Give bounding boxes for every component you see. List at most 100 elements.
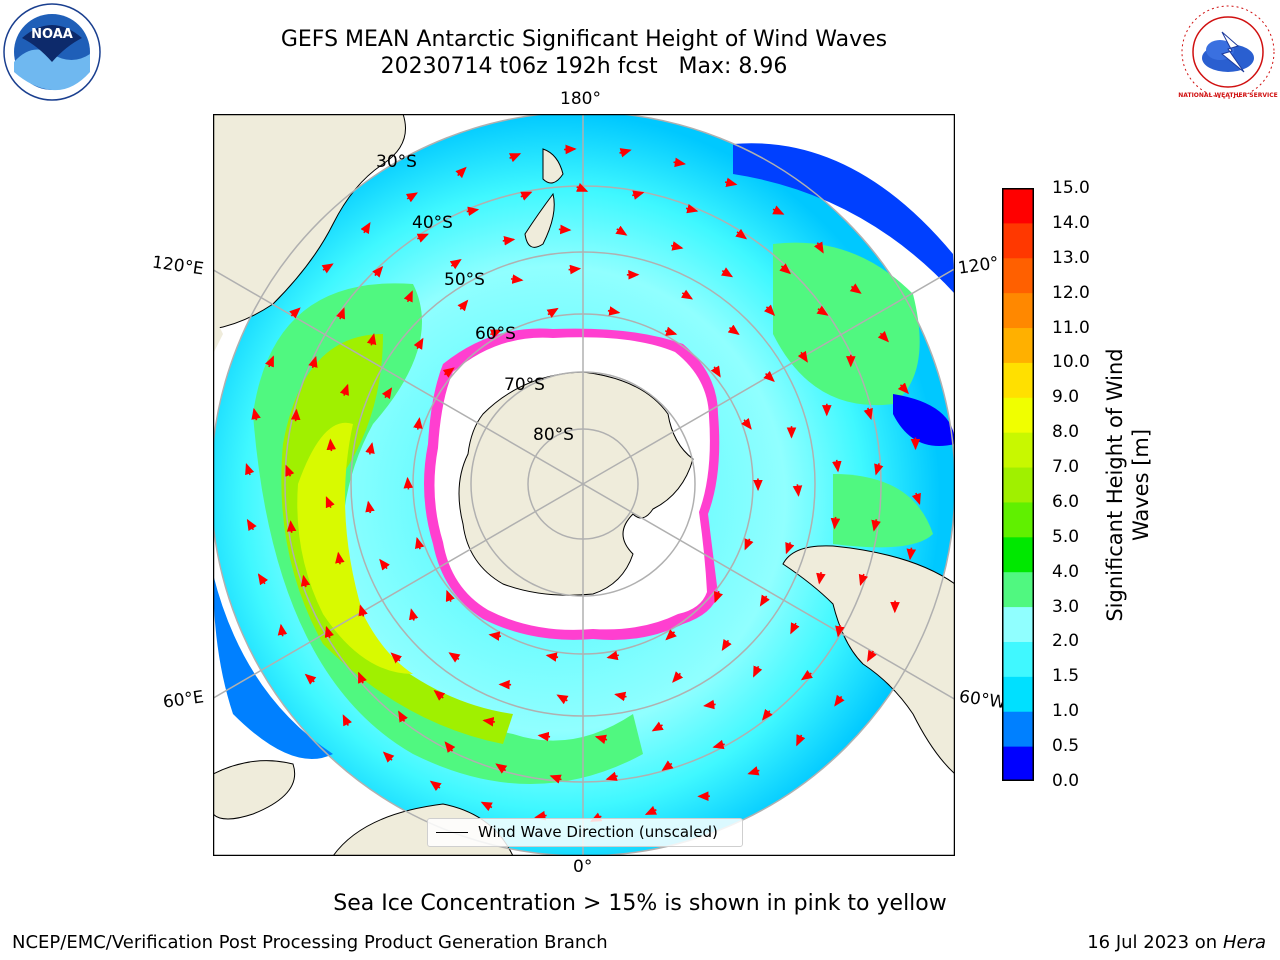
wave-arrow xyxy=(403,290,413,303)
wave-arrow xyxy=(835,624,845,638)
wave-arrow xyxy=(405,192,418,203)
wave-arrow xyxy=(382,751,395,763)
wave-arrow xyxy=(619,148,632,158)
colorbar-segment xyxy=(1002,676,1034,712)
wave-arrow xyxy=(792,484,803,497)
colorbar-segment xyxy=(1002,292,1034,329)
antarctica xyxy=(458,371,694,596)
legend-line xyxy=(436,832,468,833)
wave-arrow xyxy=(251,407,261,421)
wave-arrow xyxy=(614,691,627,702)
wave-arrow xyxy=(772,205,785,215)
wave-arrow xyxy=(897,382,909,395)
colorbar-segment xyxy=(1002,571,1034,608)
wave-arrow xyxy=(710,365,721,378)
wave-arrow xyxy=(246,518,257,532)
wave-arrow xyxy=(549,774,562,784)
wave-arrow xyxy=(779,263,792,275)
wave-arrow xyxy=(576,182,589,192)
wave-arrow xyxy=(324,625,334,639)
wave-arrow xyxy=(796,734,806,747)
lon-label-180: 180° xyxy=(560,89,601,109)
wave-arrow xyxy=(632,190,645,200)
colorbar-segment xyxy=(1002,257,1034,294)
wave-arrow xyxy=(398,710,408,723)
colorbar-tick: 6.0 xyxy=(1052,491,1080,512)
wave-arrow xyxy=(721,638,732,652)
colorbar-tick: 0.5 xyxy=(1052,736,1080,757)
wave-arrow xyxy=(326,438,337,452)
colorbar-tick: 0.0 xyxy=(1052,771,1080,791)
wave-arrow xyxy=(433,689,446,701)
wave-arrow xyxy=(911,492,921,505)
colorbar-segment xyxy=(1002,222,1034,259)
polar-map xyxy=(213,114,955,856)
wave-arrow xyxy=(813,241,824,254)
colorbar-tick: 15.0 xyxy=(1052,178,1090,198)
map-frame xyxy=(213,114,955,856)
wave-arrow xyxy=(366,333,377,346)
wave-arrow xyxy=(408,608,419,621)
wave-arrow xyxy=(449,258,462,270)
colorbar-segment xyxy=(1002,327,1034,363)
colorbar-segment xyxy=(1002,188,1034,224)
colorbar-tick: 1.5 xyxy=(1052,666,1080,687)
land-new-zealand xyxy=(524,148,564,248)
wave-arrow xyxy=(325,496,335,509)
wave-arrow xyxy=(672,671,684,683)
wave-arrow xyxy=(735,228,748,240)
wave-arrow xyxy=(644,805,658,815)
wave-arrow xyxy=(358,671,367,684)
colorbar-tick: 2.0 xyxy=(1052,631,1080,652)
wave-arrow xyxy=(605,771,618,781)
wave-arrow xyxy=(413,417,423,430)
wave-arrow xyxy=(502,236,516,246)
wave-arrow xyxy=(685,203,699,214)
lat-label-50s: 50°S xyxy=(444,270,485,290)
colorbar-tick: 13.0 xyxy=(1052,247,1090,268)
wave-arrow xyxy=(455,166,467,179)
wave-arrow xyxy=(785,542,795,555)
colorbar-tick: 8.0 xyxy=(1052,422,1080,443)
wave-arrow xyxy=(906,547,917,561)
wave-arrow xyxy=(607,306,621,316)
page-subtitle: 20230714 t06z 192h fcst Max: 8.96 xyxy=(380,54,788,79)
wave-arrow xyxy=(457,299,469,312)
wave-arrow xyxy=(416,233,429,243)
wave-arrow xyxy=(509,153,522,163)
land-west xyxy=(213,314,223,354)
wave-arrow xyxy=(257,573,269,586)
wave-arrow xyxy=(488,631,502,641)
wave-arrow xyxy=(480,801,493,812)
lat-label-40s: 40°S xyxy=(412,213,453,233)
noaa-logo-text: NOAA xyxy=(31,27,73,42)
colorbar-segment xyxy=(1002,467,1034,503)
wave-arrow xyxy=(245,463,255,476)
wave-arrow xyxy=(797,350,808,363)
wave-arrow xyxy=(665,629,677,641)
wave-arrow xyxy=(558,224,572,235)
wave-arrow xyxy=(482,717,496,727)
wave-arrow xyxy=(816,571,826,585)
wave-arrow xyxy=(762,708,773,721)
footer-machine: Hera xyxy=(1222,932,1266,953)
wave-arrow xyxy=(442,367,455,378)
wave-arrow xyxy=(466,206,480,217)
wave-arrow xyxy=(741,417,752,430)
colorbar-segment xyxy=(1002,606,1034,642)
wave-arrow xyxy=(863,407,873,421)
legend-text: Wind Wave Direction (unscaled) xyxy=(478,823,718,841)
wave-arrow xyxy=(830,516,841,530)
colorbar-tick: 11.0 xyxy=(1052,317,1090,338)
wave-arrow xyxy=(606,650,619,661)
wave-arrow xyxy=(763,304,776,317)
wave-arrow xyxy=(342,714,352,727)
lon-label-120e: 120°E xyxy=(150,252,205,280)
nws-logo-text: NATIONAL WEATHER SERVICE xyxy=(1178,92,1277,99)
wave-arrow xyxy=(489,329,503,339)
wave-band-low-e xyxy=(893,394,955,446)
wave-arrow xyxy=(429,780,442,792)
lat-label-80s: 80°S xyxy=(533,425,574,445)
wave-arrow xyxy=(871,519,881,532)
wave-arrow xyxy=(336,307,346,320)
